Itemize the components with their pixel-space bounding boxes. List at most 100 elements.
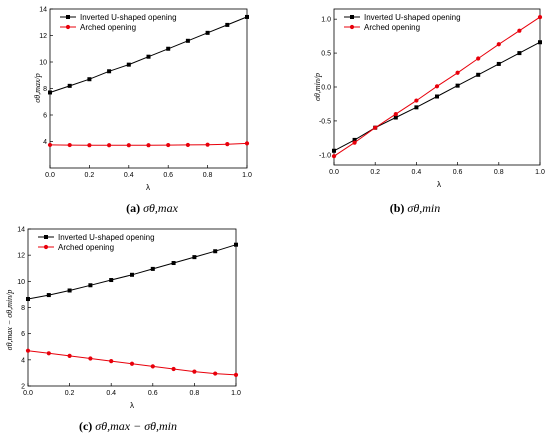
panel-c: 0.0 0.2 0.4 0.6 0.8 1.0 2 4 6 8 10 12 14 Inverted U-s… — [5, 227, 241, 434]
data-point — [185, 38, 190, 43]
x-axis-label-a: λ — [146, 183, 150, 192]
x-tick-label: 0.4 — [124, 172, 134, 179]
x-tick-label: 0.4 — [412, 169, 422, 176]
x-tick-label: 0.0 — [329, 169, 339, 176]
data-point — [234, 242, 238, 247]
legend-marker — [43, 244, 49, 250]
data-point — [517, 28, 522, 33]
data-point — [538, 40, 542, 45]
data-point — [476, 56, 481, 61]
x-tick-label: 0.2 — [85, 172, 95, 179]
x-axis-label-b: λ — [437, 180, 441, 189]
y-axis-label-b: σθ,min/p — [313, 73, 322, 101]
caption-letter-b: (b) — [390, 201, 405, 215]
data-point — [26, 296, 30, 301]
data-point — [476, 72, 481, 77]
data-point — [126, 143, 131, 148]
caption-math-b: σθ,min — [407, 201, 440, 215]
x-tick-label: 1.0 — [242, 172, 252, 179]
data-point — [373, 125, 378, 130]
data-point — [109, 278, 114, 283]
data-point — [88, 283, 93, 288]
data-point — [48, 90, 52, 95]
x-tick-label: 0.8 — [203, 172, 213, 179]
data-point — [67, 353, 72, 359]
data-point — [435, 94, 439, 99]
data-point — [87, 143, 92, 148]
data-point — [352, 140, 357, 145]
data-point — [455, 70, 460, 75]
y-tick-label: 14 — [17, 227, 25, 234]
y-tick-label: 12 — [17, 253, 25, 260]
caption-math-a: σθ,max — [143, 201, 178, 215]
x-tick-label: 1.0 — [231, 390, 241, 397]
y-tick-label: -0.5 — [319, 118, 331, 125]
y-axis-label-c: σθ,max − σθ,min/p — [5, 290, 14, 351]
legend-label: Arched opening — [364, 23, 420, 32]
y-tick-label: 2 — [21, 384, 25, 391]
data-point — [225, 22, 230, 27]
x-tick-label: 0.2 — [370, 169, 380, 176]
caption-letter-a: (a) — [126, 201, 140, 215]
data-point — [150, 364, 155, 369]
y-tick-label: 1.0 — [321, 17, 331, 24]
x-tick-label: 0.8 — [494, 169, 504, 176]
caption-a: (a) σθ,max — [126, 201, 178, 215]
y-tick-label: -1.0 — [319, 152, 331, 159]
legend-marker — [44, 235, 48, 239]
legend-label: Arched opening — [58, 243, 114, 252]
legend-label: Inverted U-shaped opening — [364, 13, 461, 22]
data-point — [205, 142, 210, 147]
data-point — [537, 15, 543, 20]
x-tick-label: 0.6 — [453, 169, 463, 176]
data-point — [130, 272, 134, 277]
data-point — [126, 62, 131, 67]
data-point — [25, 348, 31, 353]
data-point — [414, 98, 419, 103]
data-point — [109, 359, 114, 364]
legend-label: Inverted U-shaped opening — [58, 233, 155, 242]
data-point — [46, 351, 51, 356]
data-point — [205, 30, 210, 35]
legend-label: Arched opening — [80, 23, 136, 32]
series-line-0 — [27, 244, 237, 300]
data-point — [88, 356, 93, 361]
data-point — [171, 366, 176, 372]
data-point — [146, 54, 151, 59]
x-tick-label: 0.2 — [65, 390, 75, 397]
caption-math-c: σθ,max − σθ,min — [95, 419, 177, 433]
panel-b: 0.0 0.2 0.4 0.6 0.8 1.0 -1.0 -0.5 0.0 0.5 1.0 Inver… — [313, 8, 545, 215]
data-point — [517, 51, 522, 56]
legend-label: Inverted U-shaped opening — [80, 13, 177, 22]
data-point — [233, 372, 239, 377]
data-point — [455, 83, 460, 88]
data-point — [171, 261, 176, 266]
data-point — [414, 105, 419, 110]
caption-c: (c) σθ,max − σθ,min — [79, 419, 177, 433]
x-tick-label: 0.6 — [148, 390, 158, 397]
y-tick-label: 10 — [17, 279, 25, 286]
plot-area-c: 0.0 0.2 0.4 0.6 0.8 1.0 2 4 6 8 10 12 14 Inverted U-s… — [17, 227, 241, 398]
data-point — [225, 142, 230, 147]
x-tick-label: 0.8 — [190, 390, 200, 397]
y-tick-label: 14 — [39, 7, 47, 14]
data-point — [107, 69, 112, 74]
data-point — [393, 115, 398, 120]
x-tick-label: 0.0 — [45, 172, 55, 179]
y-tick-label: 0.5 — [321, 51, 331, 58]
data-point — [129, 361, 135, 366]
data-point — [67, 142, 72, 148]
data-point — [192, 255, 197, 260]
data-point — [46, 293, 51, 298]
legend-marker — [66, 15, 70, 19]
caption-b: (b) σθ,min — [390, 201, 440, 215]
y-tick-label: 4 — [43, 139, 47, 146]
y-tick-label: 0.0 — [321, 85, 331, 92]
y-tick-label: 10 — [39, 60, 47, 67]
y-tick-label: 6 — [43, 113, 47, 120]
data-point — [146, 143, 151, 148]
panel-a: 0.0 0.2 0.4 0.6 0.8 1.0 4 6 8 10 12 14 Inverted U-sh… — [33, 7, 252, 216]
data-point — [150, 266, 155, 271]
x-tick-label: 0.0 — [23, 390, 33, 397]
